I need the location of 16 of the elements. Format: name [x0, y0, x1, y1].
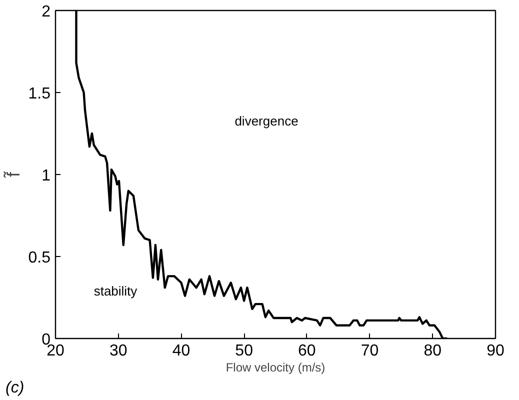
y-tick-label: 2: [42, 4, 51, 20]
y-tick-label: 1: [42, 168, 51, 184]
x-tick-label: 90: [486, 342, 504, 360]
x-tick-label: 60: [298, 342, 316, 360]
x-axis-title: Flow velocity (m/s): [226, 360, 326, 374]
y-tick-label: 1.5: [28, 86, 51, 102]
y-axis-title: f̃: [3, 170, 24, 178]
annotation: stability: [94, 284, 138, 298]
y-tick-label: 0.5: [28, 250, 51, 266]
text: (c): [6, 380, 24, 396]
x-tick-label: 80: [424, 342, 442, 360]
x-tick-label: 70: [360, 342, 379, 360]
x-tick-label: 30: [109, 342, 128, 360]
x-tick-label: 50: [235, 342, 254, 360]
annotation: divergence: [234, 114, 298, 128]
x-tick-label: 40: [172, 342, 190, 360]
